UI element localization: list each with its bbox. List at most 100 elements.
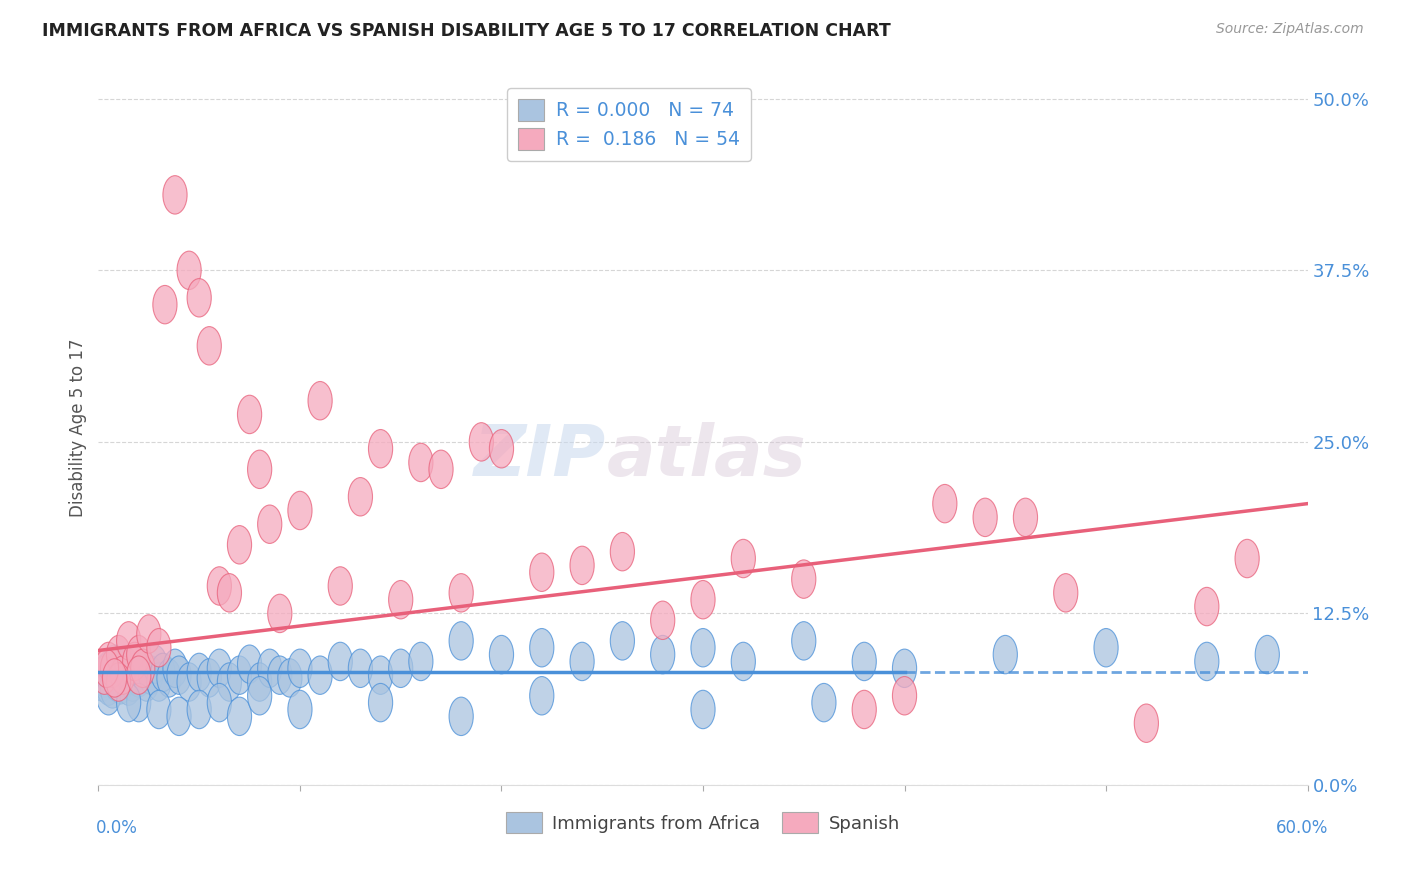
Ellipse shape — [100, 649, 125, 688]
Ellipse shape — [811, 683, 837, 722]
Ellipse shape — [470, 423, 494, 461]
Ellipse shape — [792, 622, 815, 660]
Ellipse shape — [852, 690, 876, 729]
Ellipse shape — [731, 540, 755, 578]
Ellipse shape — [388, 649, 413, 688]
Ellipse shape — [107, 656, 131, 694]
Legend: Immigrants from Africa, Spanish: Immigrants from Africa, Spanish — [498, 805, 908, 840]
Ellipse shape — [163, 649, 187, 688]
Ellipse shape — [288, 649, 312, 688]
Ellipse shape — [117, 622, 141, 660]
Ellipse shape — [111, 656, 135, 694]
Ellipse shape — [530, 629, 554, 667]
Ellipse shape — [146, 690, 172, 729]
Text: 60.0%: 60.0% — [1277, 819, 1329, 837]
Ellipse shape — [135, 663, 159, 701]
Ellipse shape — [131, 649, 155, 688]
Ellipse shape — [449, 698, 474, 736]
Ellipse shape — [197, 658, 221, 698]
Ellipse shape — [1234, 540, 1260, 578]
Ellipse shape — [228, 698, 252, 736]
Ellipse shape — [651, 635, 675, 673]
Ellipse shape — [197, 326, 221, 365]
Ellipse shape — [139, 656, 163, 694]
Ellipse shape — [104, 663, 129, 701]
Ellipse shape — [228, 525, 252, 564]
Ellipse shape — [489, 430, 513, 468]
Ellipse shape — [177, 663, 201, 701]
Ellipse shape — [121, 663, 145, 701]
Text: ZIP: ZIP — [474, 422, 606, 491]
Ellipse shape — [150, 653, 174, 691]
Ellipse shape — [167, 698, 191, 736]
Ellipse shape — [97, 667, 121, 706]
Ellipse shape — [108, 665, 132, 704]
Ellipse shape — [90, 663, 114, 701]
Ellipse shape — [409, 642, 433, 681]
Ellipse shape — [167, 656, 191, 694]
Ellipse shape — [118, 656, 143, 694]
Ellipse shape — [328, 642, 353, 681]
Ellipse shape — [1014, 498, 1038, 537]
Ellipse shape — [103, 645, 127, 683]
Ellipse shape — [993, 635, 1018, 673]
Ellipse shape — [569, 642, 595, 681]
Ellipse shape — [388, 581, 413, 619]
Ellipse shape — [308, 382, 332, 420]
Ellipse shape — [690, 581, 716, 619]
Ellipse shape — [177, 252, 201, 290]
Ellipse shape — [122, 653, 146, 691]
Ellipse shape — [157, 658, 181, 698]
Ellipse shape — [163, 176, 187, 214]
Ellipse shape — [368, 683, 392, 722]
Ellipse shape — [349, 477, 373, 516]
Ellipse shape — [247, 450, 271, 489]
Ellipse shape — [267, 656, 292, 694]
Ellipse shape — [117, 683, 141, 722]
Ellipse shape — [107, 635, 131, 673]
Ellipse shape — [449, 622, 474, 660]
Ellipse shape — [98, 649, 122, 688]
Ellipse shape — [690, 690, 716, 729]
Ellipse shape — [143, 645, 167, 683]
Ellipse shape — [792, 560, 815, 599]
Ellipse shape — [127, 635, 150, 673]
Ellipse shape — [127, 656, 150, 694]
Ellipse shape — [187, 690, 211, 729]
Ellipse shape — [238, 395, 262, 434]
Ellipse shape — [127, 658, 150, 698]
Text: Source: ZipAtlas.com: Source: ZipAtlas.com — [1216, 22, 1364, 37]
Ellipse shape — [127, 683, 150, 722]
Ellipse shape — [1094, 629, 1118, 667]
Ellipse shape — [409, 443, 433, 482]
Ellipse shape — [114, 648, 139, 686]
Ellipse shape — [257, 649, 281, 688]
Ellipse shape — [267, 594, 292, 632]
Ellipse shape — [569, 546, 595, 584]
Ellipse shape — [852, 642, 876, 681]
Ellipse shape — [288, 491, 312, 530]
Ellipse shape — [103, 658, 127, 698]
Ellipse shape — [207, 566, 232, 605]
Text: atlas: atlas — [606, 422, 806, 491]
Ellipse shape — [228, 656, 252, 694]
Ellipse shape — [94, 649, 118, 688]
Ellipse shape — [530, 553, 554, 591]
Ellipse shape — [122, 642, 146, 681]
Ellipse shape — [1195, 587, 1219, 626]
Ellipse shape — [489, 635, 513, 673]
Ellipse shape — [247, 676, 271, 715]
Ellipse shape — [93, 658, 117, 698]
Ellipse shape — [218, 574, 242, 612]
Ellipse shape — [97, 676, 121, 715]
Ellipse shape — [187, 653, 211, 691]
Ellipse shape — [207, 683, 232, 722]
Ellipse shape — [1256, 635, 1279, 673]
Ellipse shape — [146, 663, 172, 701]
Ellipse shape — [368, 656, 392, 694]
Ellipse shape — [117, 667, 141, 706]
Text: 0.0%: 0.0% — [96, 819, 138, 837]
Ellipse shape — [131, 649, 155, 688]
Ellipse shape — [610, 533, 634, 571]
Y-axis label: Disability Age 5 to 17: Disability Age 5 to 17 — [69, 339, 87, 517]
